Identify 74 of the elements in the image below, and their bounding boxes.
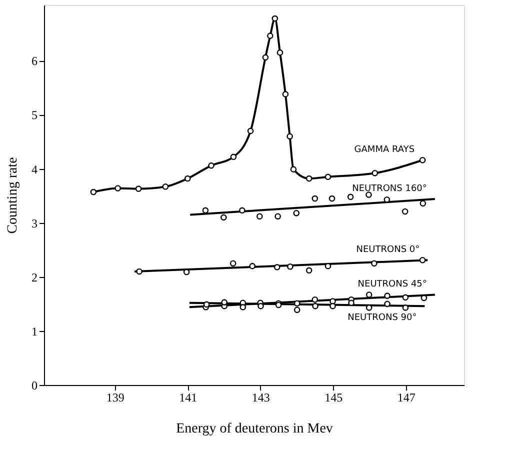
point (274, 264, 280, 270)
point (324, 174, 332, 180)
point (312, 296, 318, 303)
x-axis-title: Energy of deuterons in Mev (176, 422, 333, 436)
point (240, 304, 246, 310)
point (347, 194, 354, 200)
point (294, 306, 300, 314)
point (420, 200, 426, 207)
point (221, 299, 228, 306)
point (114, 185, 121, 192)
series-label: GAMMA RAYS (354, 145, 415, 156)
point (220, 214, 227, 221)
x-tick-label: 145 (324, 390, 343, 404)
point (306, 267, 312, 274)
point (286, 133, 293, 140)
y-tick-label: 1 (32, 324, 38, 338)
point (162, 183, 169, 190)
x-tick-label: 139 (106, 390, 124, 404)
point (272, 15, 278, 22)
point (384, 300, 390, 308)
point (366, 192, 372, 198)
point (330, 302, 336, 310)
series-label: NEUTRONS 90° (348, 313, 417, 324)
point (384, 292, 390, 299)
point (230, 260, 236, 267)
point (402, 294, 409, 301)
point (402, 208, 408, 215)
point (276, 49, 284, 56)
point (419, 156, 426, 164)
point (136, 268, 142, 275)
point (372, 170, 378, 176)
point (274, 213, 281, 220)
point (366, 304, 372, 311)
point (247, 128, 254, 134)
point (293, 210, 300, 216)
point (258, 302, 264, 310)
point (287, 263, 294, 270)
point (402, 304, 409, 311)
point (203, 301, 210, 308)
point (306, 175, 312, 182)
y-tick-label: 0 (32, 378, 38, 392)
point (371, 260, 378, 267)
series-label: NEUTRONS 45° (358, 280, 427, 290)
y-tick-label: 3 (32, 216, 38, 230)
x-tick-label: 143 (252, 390, 270, 404)
y-axis-title: Counting rate (6, 157, 20, 234)
point (230, 154, 237, 160)
point (239, 207, 246, 214)
point (208, 162, 214, 169)
point (267, 32, 274, 39)
point (312, 195, 318, 202)
y-tick-label: 5 (32, 108, 38, 122)
point (262, 54, 269, 61)
point (366, 292, 372, 298)
point (419, 256, 426, 264)
y-tick-label: 2 (32, 270, 38, 284)
series-label: NEUTRONS 160° (352, 184, 427, 194)
point (328, 195, 336, 202)
series-label: NEUTRONS 0° (356, 245, 420, 256)
x-tick-label: 141 (179, 390, 198, 404)
y-tick-label: 4 (32, 162, 38, 176)
point (324, 262, 332, 270)
point (184, 175, 191, 182)
point (290, 166, 297, 172)
point (256, 213, 263, 220)
point (135, 186, 142, 192)
point (90, 188, 97, 196)
point (249, 262, 256, 270)
y-tick-label: 6 (32, 54, 38, 68)
point (282, 91, 289, 98)
point (312, 302, 318, 310)
x-tick-label: 147 (397, 390, 416, 404)
point (202, 207, 209, 214)
point (294, 300, 300, 307)
